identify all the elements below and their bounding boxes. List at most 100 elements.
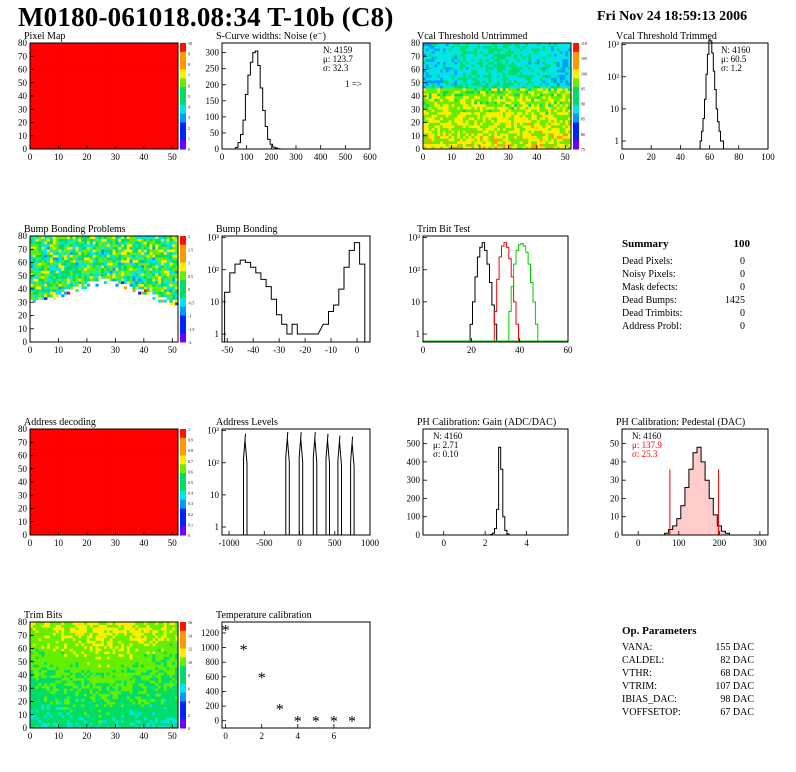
heatmap-cell	[118, 64, 122, 68]
heatmap-cell	[442, 61, 447, 65]
heatmap-cell	[437, 117, 441, 121]
heatmap-cell	[559, 146, 563, 150]
heatmap-cell	[531, 135, 535, 139]
heatmap-cell	[41, 77, 45, 81]
heatmap-cell	[445, 74, 449, 78]
scurve-noise-xtick-label: 300	[289, 152, 303, 162]
heatmap-cell	[428, 96, 432, 99]
heatmap-cell	[448, 56, 452, 60]
heatmap-cell	[423, 101, 427, 105]
heatmap-cell	[35, 98, 39, 102]
zscale-swatch	[180, 60, 186, 70]
heatmap-cell	[477, 146, 481, 150]
heatmap-cell	[112, 82, 116, 86]
heatmap-cell	[75, 146, 79, 150]
heatmap-cell	[81, 72, 85, 76]
heatmap-cell	[58, 291, 62, 295]
heatmap-cell	[69, 61, 73, 65]
heatmap-cell	[437, 98, 441, 102]
heatmap-cell	[98, 122, 102, 126]
heatmap-cell	[44, 58, 48, 62]
heatmap-cell	[499, 61, 503, 65]
heatmap-cell	[499, 64, 503, 68]
heatmap-cell	[440, 43, 444, 46]
heatmap-cell	[479, 127, 484, 131]
heatmap-cell	[67, 114, 71, 118]
heatmap-cell	[152, 72, 156, 76]
heatmap-cell	[474, 64, 478, 68]
heatmap-cell	[468, 77, 472, 81]
heatmap-cell	[104, 85, 108, 89]
heatmap-cell	[121, 56, 125, 60]
heatmap-cell	[149, 72, 153, 76]
heatmap-cell	[104, 103, 108, 107]
heatmap-cell	[58, 85, 62, 89]
heatmap-cell	[115, 141, 119, 144]
heatmap-cell	[41, 64, 45, 68]
heatmap-cell	[497, 127, 501, 131]
heatmap-cell	[516, 106, 521, 110]
heatmap-cell	[47, 243, 51, 247]
heatmap-cell	[551, 96, 555, 99]
heatmap-cell	[104, 243, 108, 247]
heatmap-cell	[109, 262, 113, 266]
heatmap-cell	[143, 69, 147, 73]
heatmap-cell	[163, 48, 167, 52]
heatmap-cell	[431, 69, 435, 73]
heatmap-cell	[528, 88, 532, 91]
heatmap-cell	[109, 270, 113, 274]
heatmap-cell	[169, 43, 173, 46]
heatmap-cell	[64, 138, 68, 142]
heatmap-cell	[32, 77, 36, 81]
heatmap-cell	[482, 103, 486, 107]
heatmap-cell	[78, 56, 82, 60]
heatmap-cell	[531, 88, 535, 91]
heatmap-cell	[155, 125, 159, 129]
heatmap-cell	[67, 257, 71, 261]
heatmap-cell	[545, 88, 549, 91]
heatmap-cell	[442, 45, 447, 49]
heatmap-cell	[55, 130, 59, 134]
heatmap-cell	[565, 66, 569, 70]
heatmap-cell	[525, 96, 529, 99]
heatmap-cell	[477, 127, 481, 131]
heatmap-cell	[115, 77, 119, 81]
heatmap-cell	[505, 125, 509, 129]
heatmap-cell	[536, 135, 540, 139]
heatmap-cell	[497, 45, 501, 49]
heatmap-cell	[95, 64, 99, 68]
heatmap-cell	[95, 119, 99, 123]
heatmap-cell	[485, 109, 489, 113]
heatmap-cell	[75, 58, 79, 62]
heatmap-cell	[542, 82, 546, 86]
heatmap-cell	[101, 273, 105, 277]
heatmap-cell	[565, 127, 569, 131]
heatmap-cell	[41, 265, 45, 269]
heatmap-cell	[494, 109, 498, 113]
heatmap-cell	[138, 56, 142, 60]
heatmap-cell	[502, 69, 506, 73]
heatmap-cell	[442, 69, 447, 73]
heatmap-cell	[86, 146, 91, 150]
heatmap-cell	[522, 109, 526, 113]
heatmap-cell	[562, 125, 566, 129]
heatmap-cell	[437, 138, 441, 142]
heatmap-cell	[35, 283, 39, 287]
zscale-label: 75	[581, 147, 585, 152]
heatmap-cell	[112, 58, 116, 62]
heatmap-cell	[115, 135, 119, 139]
heatmap-cell	[440, 82, 444, 86]
heatmap-cell	[72, 262, 76, 266]
heatmap-cell	[146, 45, 150, 49]
heatmap-cell	[477, 117, 481, 121]
heatmap-cell	[522, 135, 526, 139]
heatmap-cell	[442, 66, 447, 70]
heatmap-cell	[78, 114, 82, 118]
heatmap-cell	[35, 74, 39, 78]
heatmap-cell	[155, 93, 159, 97]
heatmap-cell	[502, 74, 506, 78]
heatmap-cell	[565, 103, 569, 107]
heatmap-cell	[522, 119, 526, 123]
heatmap-cell	[488, 117, 492, 121]
heatmap-cell	[69, 127, 73, 131]
